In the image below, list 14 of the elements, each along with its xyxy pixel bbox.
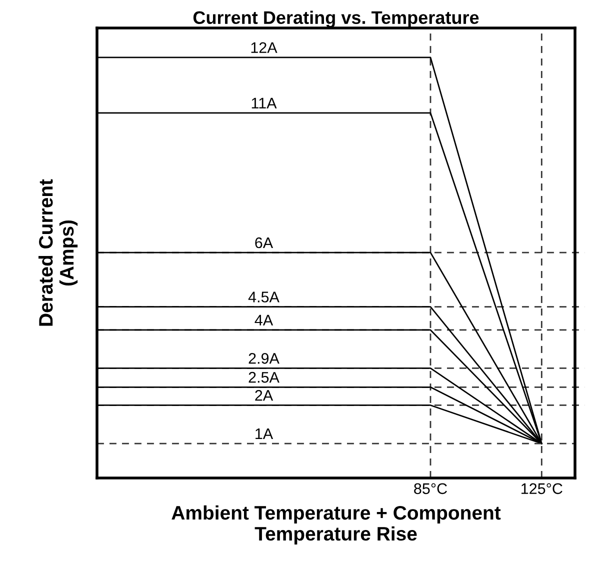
- series-label: 2A: [255, 390, 274, 401]
- series-label: 12A: [251, 42, 278, 53]
- series-label: 2.5A: [248, 372, 280, 383]
- series-label: 2.9A: [248, 353, 280, 364]
- series-label: 6A: [255, 237, 274, 248]
- x-axis-title: Ambient Temperature + Component Temperature Rise: [172, 505, 501, 545]
- chart-title: Current Derating vs. Temperature: [193, 10, 479, 28]
- series-label: 11A: [252, 98, 277, 108]
- y-axis-title: Derated Current (Amps): [38, 179, 78, 326]
- series-label: 4.5A: [248, 292, 280, 302]
- series-label: 1A: [256, 428, 274, 439]
- x-tick-label: 85°C: [414, 483, 447, 494]
- x-tick-label: 125°C: [522, 483, 562, 494]
- series-label: 4A: [254, 314, 274, 326]
